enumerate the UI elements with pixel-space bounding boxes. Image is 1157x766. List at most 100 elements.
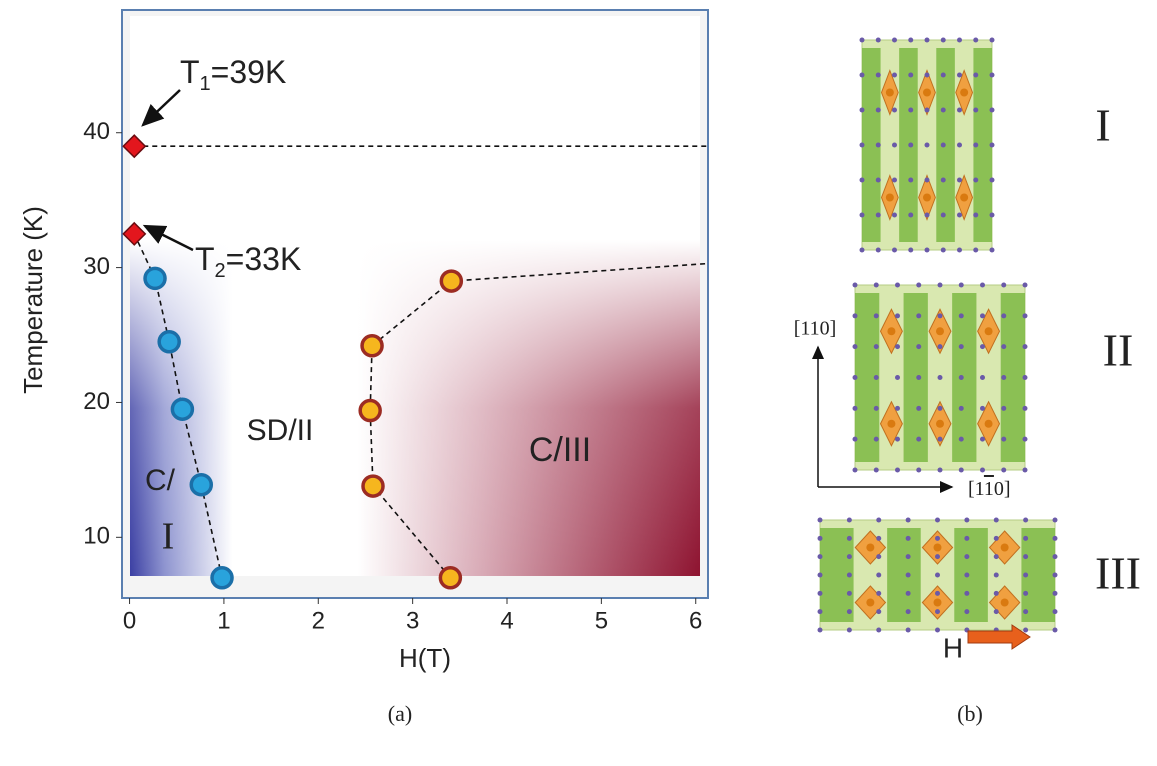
annotation-part: =39K — [211, 54, 287, 90]
atom — [1053, 536, 1058, 541]
atom — [938, 313, 943, 318]
atom — [1001, 468, 1006, 473]
atom — [853, 468, 858, 473]
atom — [941, 143, 946, 148]
atom — [960, 194, 968, 202]
atom — [876, 628, 881, 633]
atom — [973, 248, 978, 253]
annotation: T2=33K — [195, 241, 301, 282]
x-tick-label: 5 — [595, 607, 608, 634]
atom — [1023, 518, 1028, 523]
atom — [876, 248, 881, 253]
atom — [935, 573, 940, 578]
atom — [895, 344, 900, 349]
atom — [876, 178, 881, 183]
atom — [959, 468, 964, 473]
atom — [959, 375, 964, 380]
atom — [973, 213, 978, 218]
atom — [923, 194, 931, 202]
data-point — [212, 568, 232, 588]
structure-label: I — [1095, 100, 1110, 151]
atom — [818, 609, 823, 614]
atom — [916, 468, 921, 473]
data-point — [441, 271, 461, 291]
atom — [1023, 628, 1028, 633]
atom — [1001, 406, 1006, 411]
atom — [938, 344, 943, 349]
x-axis-label: H(T) — [399, 643, 451, 673]
axis-label-part: [1 — [968, 478, 984, 500]
atom — [895, 313, 900, 318]
field-label: H — [943, 632, 963, 663]
atom — [892, 178, 897, 183]
atom — [938, 468, 943, 473]
atom — [964, 554, 969, 559]
atom — [906, 628, 911, 633]
atom — [973, 38, 978, 43]
atom — [1023, 573, 1028, 578]
atom — [908, 248, 913, 253]
atom — [990, 248, 995, 253]
atom — [985, 327, 993, 335]
atom — [957, 213, 962, 218]
atom — [973, 178, 978, 183]
octahedron-column — [887, 528, 921, 622]
octahedron-column — [952, 293, 976, 462]
atom — [818, 518, 823, 523]
atom — [847, 591, 852, 596]
atom — [964, 573, 969, 578]
atom — [916, 437, 921, 442]
atom — [973, 73, 978, 78]
y-tick-label: 20 — [83, 388, 110, 415]
atom — [908, 38, 913, 43]
atom — [959, 344, 964, 349]
y-tick-label: 40 — [83, 118, 110, 145]
data-point — [360, 401, 380, 421]
atom — [1001, 313, 1006, 318]
atom — [908, 108, 913, 113]
atom — [980, 375, 985, 380]
region-label: C/III — [529, 431, 591, 469]
atom — [1053, 573, 1058, 578]
y-tick-label: 30 — [83, 253, 110, 280]
atom — [925, 73, 930, 78]
atom — [860, 73, 865, 78]
atom — [941, 213, 946, 218]
atom — [957, 73, 962, 78]
data-point — [363, 476, 383, 496]
atom — [847, 609, 852, 614]
atom — [973, 108, 978, 113]
atom — [892, 38, 897, 43]
atom — [853, 344, 858, 349]
atom — [941, 108, 946, 113]
atom — [874, 375, 879, 380]
atom — [973, 143, 978, 148]
atom — [895, 375, 900, 380]
atom — [935, 536, 940, 541]
atom — [1053, 628, 1058, 633]
atom — [980, 406, 985, 411]
atom — [960, 89, 968, 97]
atom — [874, 283, 879, 288]
atom — [876, 591, 881, 596]
atom — [916, 375, 921, 380]
atom — [860, 178, 865, 183]
atom — [1001, 437, 1006, 442]
atom — [935, 591, 940, 596]
atom — [1023, 536, 1028, 541]
atom — [925, 213, 930, 218]
atom — [925, 38, 930, 43]
atom — [1023, 313, 1028, 318]
atom — [964, 591, 969, 596]
annotation-part: 1 — [200, 73, 211, 95]
atom — [876, 518, 881, 523]
atom — [847, 554, 852, 559]
atom — [887, 420, 895, 428]
x-tick-label: 0 — [123, 607, 136, 634]
atom — [892, 248, 897, 253]
atom — [964, 609, 969, 614]
atom — [925, 108, 930, 113]
atom — [925, 248, 930, 253]
atom — [925, 178, 930, 183]
atom — [895, 468, 900, 473]
